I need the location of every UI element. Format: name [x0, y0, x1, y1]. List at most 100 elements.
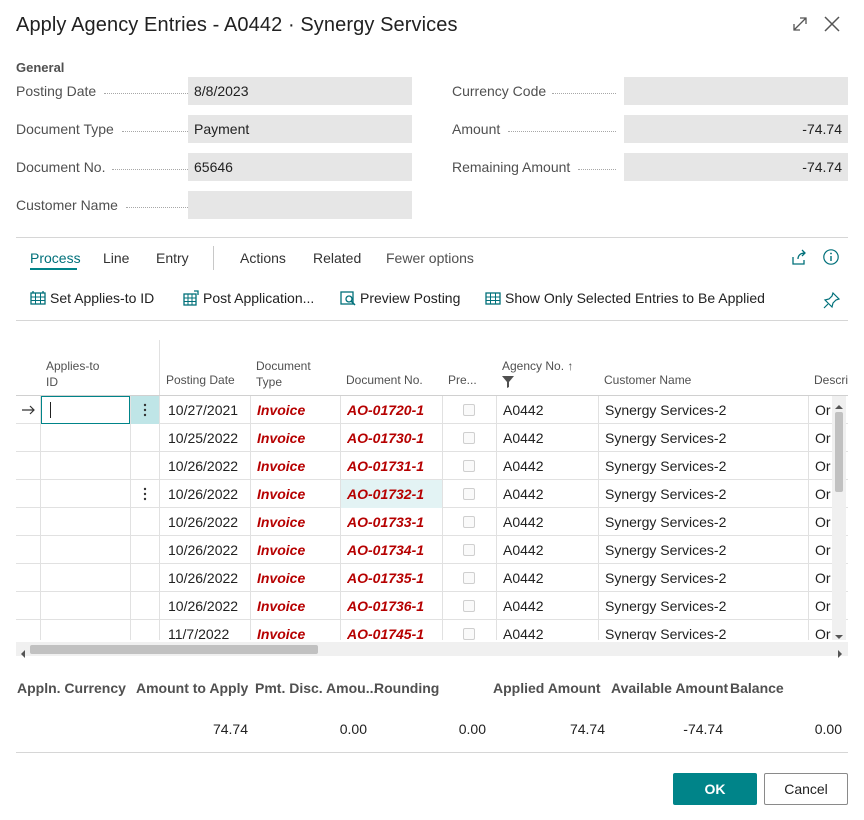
- menu-related[interactable]: Related: [313, 250, 362, 266]
- document-type-value[interactable]: Payment: [188, 115, 412, 143]
- document-type-cell: Invoice: [257, 542, 306, 558]
- table-row[interactable]: 10/25/2022 Invoice AO-01730-1 A0442 Syne…: [16, 424, 848, 452]
- cancel-button[interactable]: Cancel: [764, 773, 848, 805]
- document-no-cell[interactable]: AO-01730-1: [347, 430, 425, 446]
- pre-checkbox[interactable]: [463, 452, 475, 480]
- currency-code-value[interactable]: [624, 77, 848, 105]
- post-application-button[interactable]: Post Application...: [183, 290, 314, 306]
- table-row[interactable]: 10/27/2021 Invoice AO-01720-1 A0442 Syne…: [16, 396, 848, 424]
- table-row[interactable]: 10/26/2022 Invoice AO-01733-1 A0442 Syne…: [16, 508, 848, 536]
- document-no-value[interactable]: 65646: [188, 153, 412, 181]
- show-only-selected-label: Show Only Selected Entries to Be Applied: [505, 290, 765, 306]
- row-menu-icon[interactable]: [131, 480, 159, 508]
- table-row[interactable]: 10/26/2022 Invoice AO-01735-1 A0442 Syne…: [16, 564, 848, 592]
- document-type-label: Document Type: [16, 121, 114, 137]
- checkbox-box: [463, 572, 475, 584]
- filter-icon[interactable]: [502, 376, 573, 392]
- preview-icon: [340, 290, 356, 306]
- pre-checkbox[interactable]: [463, 536, 475, 564]
- scroll-up-icon[interactable]: [835, 398, 843, 409]
- pmt-disc-value: 0.00: [339, 721, 367, 737]
- document-no-cell[interactable]: AO-01732-1: [341, 480, 442, 508]
- pin-icon[interactable]: [823, 291, 841, 309]
- show-only-selected-button[interactable]: Show Only Selected Entries to Be Applied: [485, 290, 765, 306]
- document-no-cell[interactable]: AO-01720-1: [347, 402, 425, 418]
- document-no-cell[interactable]: AO-01734-1: [347, 542, 425, 558]
- preview-posting-button[interactable]: Preview Posting: [340, 290, 460, 306]
- tab-line[interactable]: Line: [103, 250, 130, 266]
- dialog-title: Apply Agency Entries - A0442 · Synergy S…: [16, 14, 458, 36]
- checkbox-box: [463, 404, 475, 416]
- document-no-cell[interactable]: AO-01745-1: [347, 626, 425, 640]
- agency-no-cell: A0442: [503, 486, 544, 502]
- column-header-description[interactable]: Descri: [814, 373, 848, 387]
- applies-to-id-input[interactable]: [41, 396, 130, 424]
- table-row[interactable]: 10/26/2022 Invoice AO-01734-1 A0442 Syne…: [16, 536, 848, 564]
- document-type-cell: Invoice: [257, 430, 306, 446]
- table-row[interactable]: 10/26/2022 Invoice AO-01736-1 A0442 Syne…: [16, 592, 848, 620]
- column-header-agency-no[interactable]: Agency No. ↑: [502, 358, 573, 392]
- balance-label: Balance: [730, 680, 784, 696]
- set-applies-to-id-button[interactable]: Set Applies-to ID: [30, 290, 154, 306]
- row-menu-icon[interactable]: [131, 396, 159, 424]
- scroll-down-icon[interactable]: [835, 628, 843, 639]
- pre-checkbox[interactable]: [463, 620, 475, 640]
- document-no-cell[interactable]: AO-01735-1: [347, 570, 425, 586]
- column-header-pre[interactable]: Pre...: [448, 373, 477, 387]
- table-row[interactable]: 10/26/2022 Invoice AO-01732-1 A0442 Syne…: [16, 480, 848, 508]
- ok-button[interactable]: OK: [673, 773, 757, 805]
- document-no-cell[interactable]: AO-01736-1: [347, 598, 425, 614]
- pre-checkbox[interactable]: [463, 592, 475, 620]
- column-header-customer-name[interactable]: Customer Name: [604, 373, 692, 387]
- divider: [16, 752, 848, 753]
- column-divider: [808, 396, 809, 640]
- fewer-options-link[interactable]: Fewer options: [386, 250, 474, 266]
- horizontal-scrollbar[interactable]: [16, 642, 848, 658]
- table-row[interactable]: 11/7/2022 Invoice AO-01745-1 A0442 Syner…: [16, 620, 848, 640]
- description-cell: Or: [815, 458, 831, 474]
- expand-icon[interactable]: [788, 12, 812, 36]
- vertical-scrollbar[interactable]: [832, 396, 846, 640]
- posting-date-cell: 10/25/2022: [168, 430, 239, 446]
- pre-checkbox[interactable]: [463, 424, 475, 452]
- document-type-cell: Invoice: [257, 598, 306, 614]
- pre-checkbox[interactable]: [463, 396, 475, 424]
- info-icon[interactable]: [822, 248, 840, 266]
- document-no-cell[interactable]: AO-01733-1: [347, 514, 425, 530]
- column-header-posting-date[interactable]: Posting Date: [166, 373, 235, 387]
- scroll-left-icon[interactable]: [19, 645, 27, 658]
- document-no-cell[interactable]: AO-01731-1: [347, 458, 425, 474]
- document-type-field: Document Type Payment: [16, 115, 412, 143]
- posting-date-field: Posting Date 8/8/2023: [16, 77, 412, 105]
- table-row[interactable]: 10/26/2022 Invoice AO-01731-1 A0442 Syne…: [16, 452, 848, 480]
- pre-checkbox[interactable]: [463, 564, 475, 592]
- customer-name-field: Customer Name: [16, 191, 412, 219]
- share-icon[interactable]: [790, 249, 808, 267]
- entries-table: Applies-to ID Posting Date Document Type…: [16, 340, 848, 640]
- column-header-applies-to-id[interactable]: Applies-to ID: [46, 358, 99, 390]
- posting-date-cell: 10/26/2022: [168, 598, 239, 614]
- tab-entry[interactable]: Entry: [156, 250, 189, 266]
- column-divider: [250, 396, 251, 640]
- horizontal-scroll-thumb[interactable]: [30, 645, 318, 654]
- posting-date-value[interactable]: 8/8/2023: [188, 77, 412, 105]
- scroll-right-icon[interactable]: [836, 645, 844, 658]
- remaining-amount-value[interactable]: -74.74: [624, 153, 848, 181]
- row-indicator-arrow-icon: [22, 396, 38, 424]
- customer-name-value[interactable]: [188, 191, 412, 219]
- pre-checkbox[interactable]: [463, 480, 475, 508]
- header-line: Agency No. ↑: [502, 359, 574, 373]
- column-divider: [598, 396, 599, 640]
- column-header-document-no[interactable]: Document No.: [346, 373, 423, 387]
- post-application-label: Post Application...: [203, 290, 315, 306]
- dots-divider: [578, 162, 616, 170]
- tab-process[interactable]: Process: [30, 250, 81, 266]
- table-icon: [30, 290, 46, 306]
- column-header-document-type[interactable]: Document Type: [256, 358, 311, 390]
- close-icon[interactable]: [820, 12, 844, 36]
- vertical-scroll-thumb[interactable]: [835, 412, 843, 492]
- amount-value[interactable]: -74.74: [624, 115, 848, 143]
- pre-checkbox[interactable]: [463, 508, 475, 536]
- menu-actions[interactable]: Actions: [240, 250, 286, 266]
- description-cell: Or: [815, 570, 831, 586]
